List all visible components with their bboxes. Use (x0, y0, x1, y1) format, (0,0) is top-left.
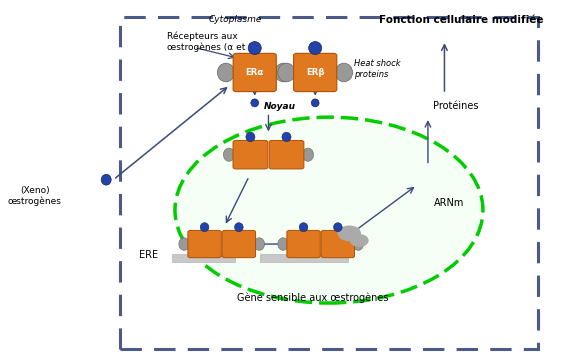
FancyBboxPatch shape (233, 140, 268, 169)
FancyBboxPatch shape (172, 254, 235, 262)
Text: Récepteurs aux
œstrogènes (α et β): Récepteurs aux œstrogènes (α et β) (167, 31, 257, 52)
Ellipse shape (251, 99, 259, 107)
Ellipse shape (353, 238, 363, 250)
Ellipse shape (101, 174, 111, 185)
Ellipse shape (224, 148, 235, 161)
Text: ERβ: ERβ (306, 68, 324, 77)
Ellipse shape (275, 63, 292, 82)
Text: ARNm: ARNm (434, 198, 464, 208)
Text: Heat shock
proteins: Heat shock proteins (354, 59, 400, 79)
FancyBboxPatch shape (321, 231, 354, 258)
FancyBboxPatch shape (269, 140, 304, 169)
FancyBboxPatch shape (233, 53, 276, 91)
Text: ERE: ERE (139, 250, 158, 260)
Text: Cytoplasme: Cytoplasme (209, 15, 262, 24)
Text: Fonction cellulaire modifiée: Fonction cellulaire modifiée (379, 15, 543, 25)
Text: Gène sensible aux œstrogènes: Gène sensible aux œstrogènes (237, 293, 388, 303)
Ellipse shape (308, 42, 321, 54)
Ellipse shape (278, 63, 295, 82)
FancyBboxPatch shape (222, 231, 256, 258)
Ellipse shape (335, 63, 353, 82)
Ellipse shape (200, 223, 209, 232)
FancyBboxPatch shape (188, 231, 221, 258)
FancyBboxPatch shape (287, 231, 320, 258)
Text: Noyau: Noyau (263, 102, 295, 111)
Ellipse shape (217, 63, 234, 82)
FancyBboxPatch shape (260, 254, 348, 262)
Ellipse shape (246, 132, 255, 142)
Ellipse shape (311, 99, 319, 107)
Ellipse shape (248, 42, 261, 54)
Ellipse shape (278, 238, 289, 250)
Text: Protéines: Protéines (434, 101, 479, 111)
FancyBboxPatch shape (294, 53, 337, 91)
Text: ERα: ERα (246, 68, 264, 77)
Ellipse shape (234, 223, 243, 232)
Ellipse shape (254, 238, 264, 250)
Ellipse shape (282, 132, 291, 142)
Circle shape (338, 226, 361, 240)
Circle shape (350, 235, 368, 246)
Ellipse shape (333, 223, 342, 232)
Text: (Xeno)
œstrogènes: (Xeno) œstrogènes (8, 186, 62, 206)
FancyBboxPatch shape (120, 17, 538, 350)
Ellipse shape (175, 117, 483, 303)
Ellipse shape (299, 223, 308, 232)
Ellipse shape (179, 238, 190, 250)
Ellipse shape (302, 148, 314, 161)
